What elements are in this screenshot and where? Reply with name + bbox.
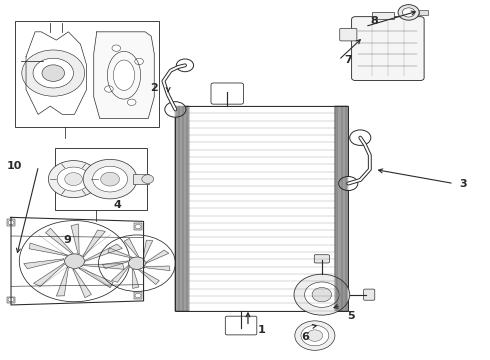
Circle shape bbox=[350, 130, 371, 145]
Bar bbox=[335, 106, 348, 311]
Bar bbox=[371, 13, 394, 19]
Polygon shape bbox=[56, 267, 68, 296]
Polygon shape bbox=[143, 240, 153, 259]
Circle shape bbox=[176, 59, 194, 72]
Circle shape bbox=[8, 297, 14, 302]
Polygon shape bbox=[84, 264, 124, 269]
Circle shape bbox=[112, 45, 121, 51]
Circle shape bbox=[65, 173, 82, 186]
Bar bbox=[175, 106, 189, 311]
Polygon shape bbox=[46, 228, 73, 253]
Circle shape bbox=[165, 102, 186, 117]
Circle shape bbox=[339, 176, 358, 190]
Bar bbox=[134, 292, 143, 299]
Bar bbox=[175, 106, 348, 311]
Polygon shape bbox=[83, 230, 105, 257]
Circle shape bbox=[93, 166, 127, 192]
Polygon shape bbox=[29, 243, 67, 256]
Polygon shape bbox=[85, 244, 122, 261]
Bar bbox=[419, 10, 428, 15]
Polygon shape bbox=[132, 269, 139, 288]
Bar bbox=[7, 297, 15, 303]
Polygon shape bbox=[102, 261, 128, 269]
Circle shape bbox=[33, 58, 74, 88]
Circle shape bbox=[295, 321, 335, 350]
Text: 6: 6 bbox=[301, 332, 309, 342]
FancyBboxPatch shape bbox=[352, 17, 424, 81]
Text: 4: 4 bbox=[114, 200, 122, 210]
Bar bbox=[134, 224, 143, 230]
Circle shape bbox=[135, 293, 141, 298]
Circle shape bbox=[128, 257, 146, 269]
Polygon shape bbox=[112, 265, 129, 282]
Bar bbox=[15, 21, 159, 127]
Polygon shape bbox=[79, 268, 113, 288]
FancyBboxPatch shape bbox=[340, 28, 357, 41]
FancyBboxPatch shape bbox=[364, 289, 375, 300]
Polygon shape bbox=[73, 269, 92, 298]
Text: 5: 5 bbox=[347, 311, 354, 321]
Circle shape bbox=[305, 282, 339, 307]
Polygon shape bbox=[94, 32, 154, 118]
Circle shape bbox=[307, 330, 323, 341]
Circle shape bbox=[104, 86, 113, 92]
Polygon shape bbox=[71, 224, 79, 254]
Circle shape bbox=[22, 50, 85, 96]
Polygon shape bbox=[108, 248, 132, 258]
Text: 8: 8 bbox=[371, 16, 379, 26]
Polygon shape bbox=[24, 259, 64, 269]
Circle shape bbox=[127, 99, 136, 105]
Bar bbox=[55, 148, 147, 210]
Polygon shape bbox=[124, 238, 139, 257]
Circle shape bbox=[301, 325, 329, 346]
Text: 2: 2 bbox=[150, 83, 158, 93]
Polygon shape bbox=[146, 250, 169, 263]
FancyBboxPatch shape bbox=[314, 255, 329, 263]
Circle shape bbox=[135, 58, 144, 64]
Text: 3: 3 bbox=[460, 179, 467, 189]
Circle shape bbox=[135, 224, 141, 229]
Circle shape bbox=[49, 161, 99, 198]
Text: 7: 7 bbox=[344, 55, 352, 65]
Circle shape bbox=[312, 288, 332, 302]
Bar bbox=[133, 174, 149, 184]
Text: 9: 9 bbox=[63, 235, 71, 245]
Text: 1: 1 bbox=[258, 325, 266, 335]
Circle shape bbox=[402, 8, 415, 17]
Circle shape bbox=[8, 220, 14, 225]
Polygon shape bbox=[144, 266, 170, 271]
Circle shape bbox=[57, 167, 90, 191]
Circle shape bbox=[294, 274, 350, 315]
Circle shape bbox=[42, 65, 65, 81]
Circle shape bbox=[83, 159, 137, 199]
Ellipse shape bbox=[113, 60, 135, 90]
Circle shape bbox=[100, 172, 120, 186]
Text: 10: 10 bbox=[7, 161, 22, 171]
Circle shape bbox=[398, 5, 419, 20]
Bar bbox=[7, 220, 15, 226]
Circle shape bbox=[65, 254, 84, 269]
Polygon shape bbox=[139, 270, 159, 284]
Polygon shape bbox=[34, 264, 64, 286]
Circle shape bbox=[142, 175, 154, 184]
